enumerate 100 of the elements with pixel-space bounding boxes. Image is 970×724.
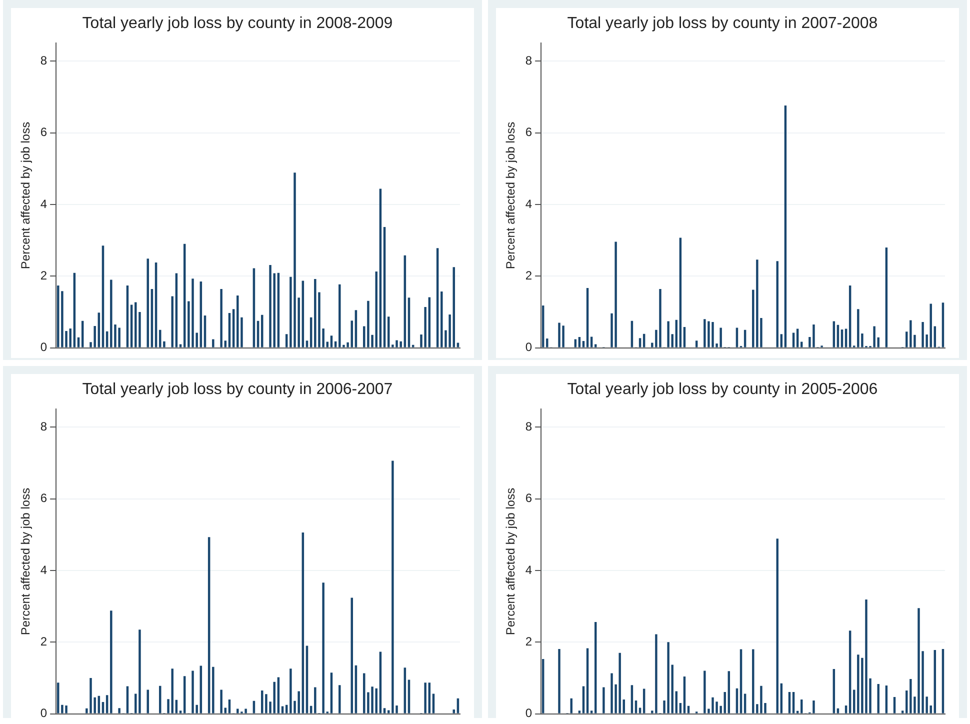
bar — [695, 340, 698, 348]
chart-title: Total yearly job loss by county in 2008-2009 — [82, 15, 393, 32]
bar — [885, 685, 888, 714]
bar — [134, 302, 137, 348]
bar — [848, 630, 852, 714]
bar — [138, 630, 141, 714]
bar — [614, 242, 617, 348]
bar — [752, 290, 754, 348]
bar — [236, 295, 239, 348]
bar — [224, 708, 227, 714]
bar — [371, 686, 374, 714]
bar — [744, 694, 746, 714]
bar — [98, 312, 100, 348]
bar — [704, 319, 706, 348]
chart-title: Total yearly job loss by county in 2007-2008 — [567, 15, 878, 32]
y-tick-label: 8 — [40, 419, 48, 434]
bar — [392, 460, 394, 714]
bar — [228, 313, 231, 348]
bar — [918, 608, 920, 714]
bar — [836, 708, 840, 714]
bar — [163, 341, 166, 348]
bar — [56, 682, 60, 714]
bar — [334, 341, 337, 348]
bar — [906, 332, 908, 348]
bar — [118, 328, 120, 348]
bar — [228, 699, 231, 714]
bar — [404, 668, 406, 714]
bar — [934, 326, 936, 348]
bar — [594, 344, 597, 348]
bar — [236, 708, 239, 714]
y-tick-label: 4 — [40, 196, 48, 211]
bar — [844, 706, 848, 714]
bar — [885, 247, 888, 348]
bar — [126, 686, 129, 714]
bar — [408, 298, 410, 348]
bar — [877, 684, 880, 714]
bar — [252, 700, 256, 714]
bar — [220, 690, 222, 714]
bar — [77, 337, 80, 348]
bar — [910, 320, 912, 348]
bar — [171, 668, 174, 714]
bar — [906, 690, 908, 714]
bar — [392, 344, 394, 348]
bar — [942, 648, 944, 714]
bar — [456, 698, 460, 714]
bar — [244, 708, 247, 714]
bar — [387, 316, 390, 348]
y-tick-label: 0 — [525, 706, 532, 720]
bar — [212, 339, 214, 348]
y-tick-label: 8 — [40, 53, 48, 68]
bar — [873, 326, 876, 348]
bar — [61, 291, 64, 348]
bar — [94, 326, 96, 348]
bar — [724, 692, 726, 714]
bar — [306, 340, 308, 348]
bar — [844, 328, 848, 348]
bar — [642, 334, 646, 348]
y-tick-label: 6 — [40, 125, 48, 140]
bar — [110, 610, 112, 714]
bar — [562, 326, 564, 348]
y-axis-title: Percent affected by job loss — [504, 122, 518, 270]
bar — [387, 710, 390, 714]
bar — [655, 634, 658, 714]
bar — [452, 267, 455, 348]
bar — [582, 686, 585, 714]
bar — [930, 706, 932, 714]
bar — [192, 278, 194, 348]
bar — [224, 340, 227, 348]
bar — [367, 300, 370, 348]
bar — [424, 306, 426, 348]
bar — [687, 706, 690, 714]
bar — [212, 666, 214, 714]
bar — [848, 285, 852, 348]
bar — [298, 691, 300, 714]
y-tick-label: 2 — [40, 268, 48, 282]
bar — [712, 322, 714, 348]
bar — [448, 314, 451, 348]
bar — [269, 265, 272, 348]
bar — [679, 703, 682, 714]
bar — [610, 673, 613, 714]
bar — [375, 271, 378, 348]
bar — [106, 331, 108, 348]
bar — [326, 342, 329, 348]
bar — [232, 309, 235, 348]
bar — [65, 706, 68, 714]
bar — [800, 699, 803, 714]
bar — [704, 670, 706, 714]
bar — [350, 320, 353, 348]
bar — [760, 686, 762, 714]
bar — [720, 328, 722, 348]
chart-title: Total yearly job loss by county in 2005-2006 — [567, 381, 878, 398]
bar — [780, 334, 783, 348]
bar — [330, 336, 333, 348]
bar — [634, 700, 638, 714]
bar — [659, 289, 662, 348]
bar — [90, 678, 92, 714]
bar — [679, 238, 682, 348]
bar — [792, 332, 795, 348]
bar — [618, 652, 621, 714]
bar — [675, 691, 678, 714]
